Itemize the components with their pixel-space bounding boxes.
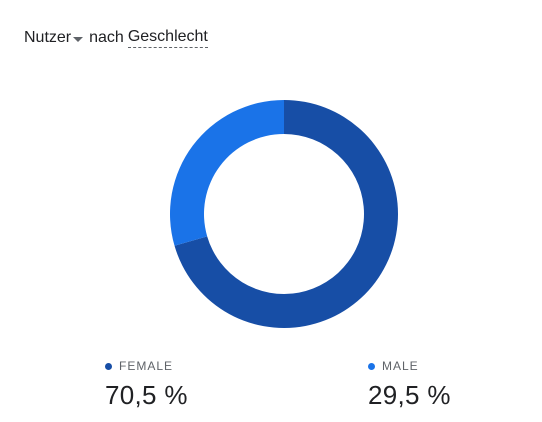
metric-selector[interactable]: Nutzer [24,29,84,47]
donut-slice-male[interactable] [169,100,284,246]
legend-label-male: MALE [382,359,419,373]
chart-header: Nutzer nach Geschlecht [24,26,208,50]
legend-value-male: 29,5 % [368,380,451,410]
legend-item-female[interactable]: FEMALE 70,5 % [105,358,188,411]
legend-value-female: 70,5 % [105,380,188,410]
metric-label: Nutzer [24,29,72,46]
legend-dot-male [368,362,375,370]
connector-text: nach [89,29,124,46]
caret-down-icon [73,36,84,42]
legend-dot-female [105,362,112,370]
legend-item-male[interactable]: MALE 29,5 % [368,358,451,411]
legend-label-female: FEMALE [119,359,174,373]
donut-slice-female[interactable] [174,100,399,328]
dimension-selector[interactable]: Geschlecht [127,28,208,48]
